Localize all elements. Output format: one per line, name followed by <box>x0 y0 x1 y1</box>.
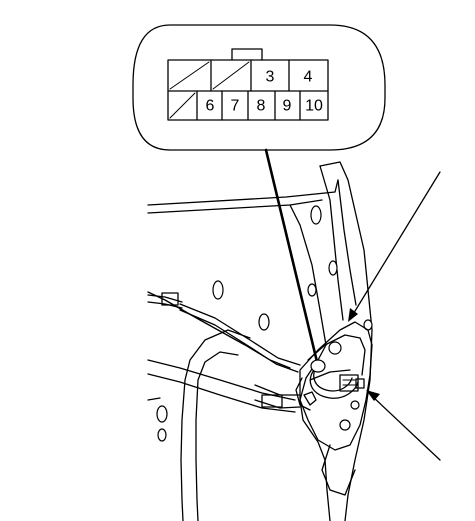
pin-1-blank-mark <box>169 61 210 90</box>
cable-clip <box>261 394 283 408</box>
pin-5-blank-mark <box>169 92 196 119</box>
panel-hole <box>310 205 322 225</box>
pointer-arrow-upper <box>348 171 441 322</box>
latch-bolt <box>339 419 351 431</box>
pin-5 <box>169 92 196 119</box>
pin-7-label: 7 <box>231 98 240 115</box>
panel-hole <box>258 313 270 331</box>
connector-tab <box>355 378 365 389</box>
panel-hole <box>156 405 168 423</box>
pin-2 <box>212 61 250 90</box>
pin-9-label: 9 <box>283 98 292 115</box>
connector-body <box>339 374 359 392</box>
cables <box>147 292 301 409</box>
pin-1 <box>169 61 210 90</box>
pin-8-label: 8 <box>257 98 266 115</box>
harness-grommet <box>310 359 326 373</box>
connector-callout: 3 4 6 7 8 9 10 <box>132 24 386 151</box>
pin-6-label: 6 <box>206 98 215 115</box>
harness-connector <box>309 359 365 399</box>
panel-hole <box>212 280 224 300</box>
callout-leader-line <box>264 148 320 368</box>
panel-hole <box>157 428 167 442</box>
door-panel <box>147 161 373 521</box>
connector-face <box>167 48 329 121</box>
latch-assembly <box>295 321 373 451</box>
latch-bolt <box>328 341 342 355</box>
pointer-arrow-lower <box>366 390 441 461</box>
panel-hole <box>328 260 338 276</box>
pin-4-label: 4 <box>304 69 313 86</box>
panel-hole <box>307 283 317 297</box>
pin-3-label: 3 <box>266 69 275 86</box>
pin-2-blank-mark <box>212 61 250 90</box>
pin-10-label: 10 <box>305 98 323 115</box>
latch-bolt <box>350 400 360 410</box>
cable-clip <box>161 292 179 306</box>
